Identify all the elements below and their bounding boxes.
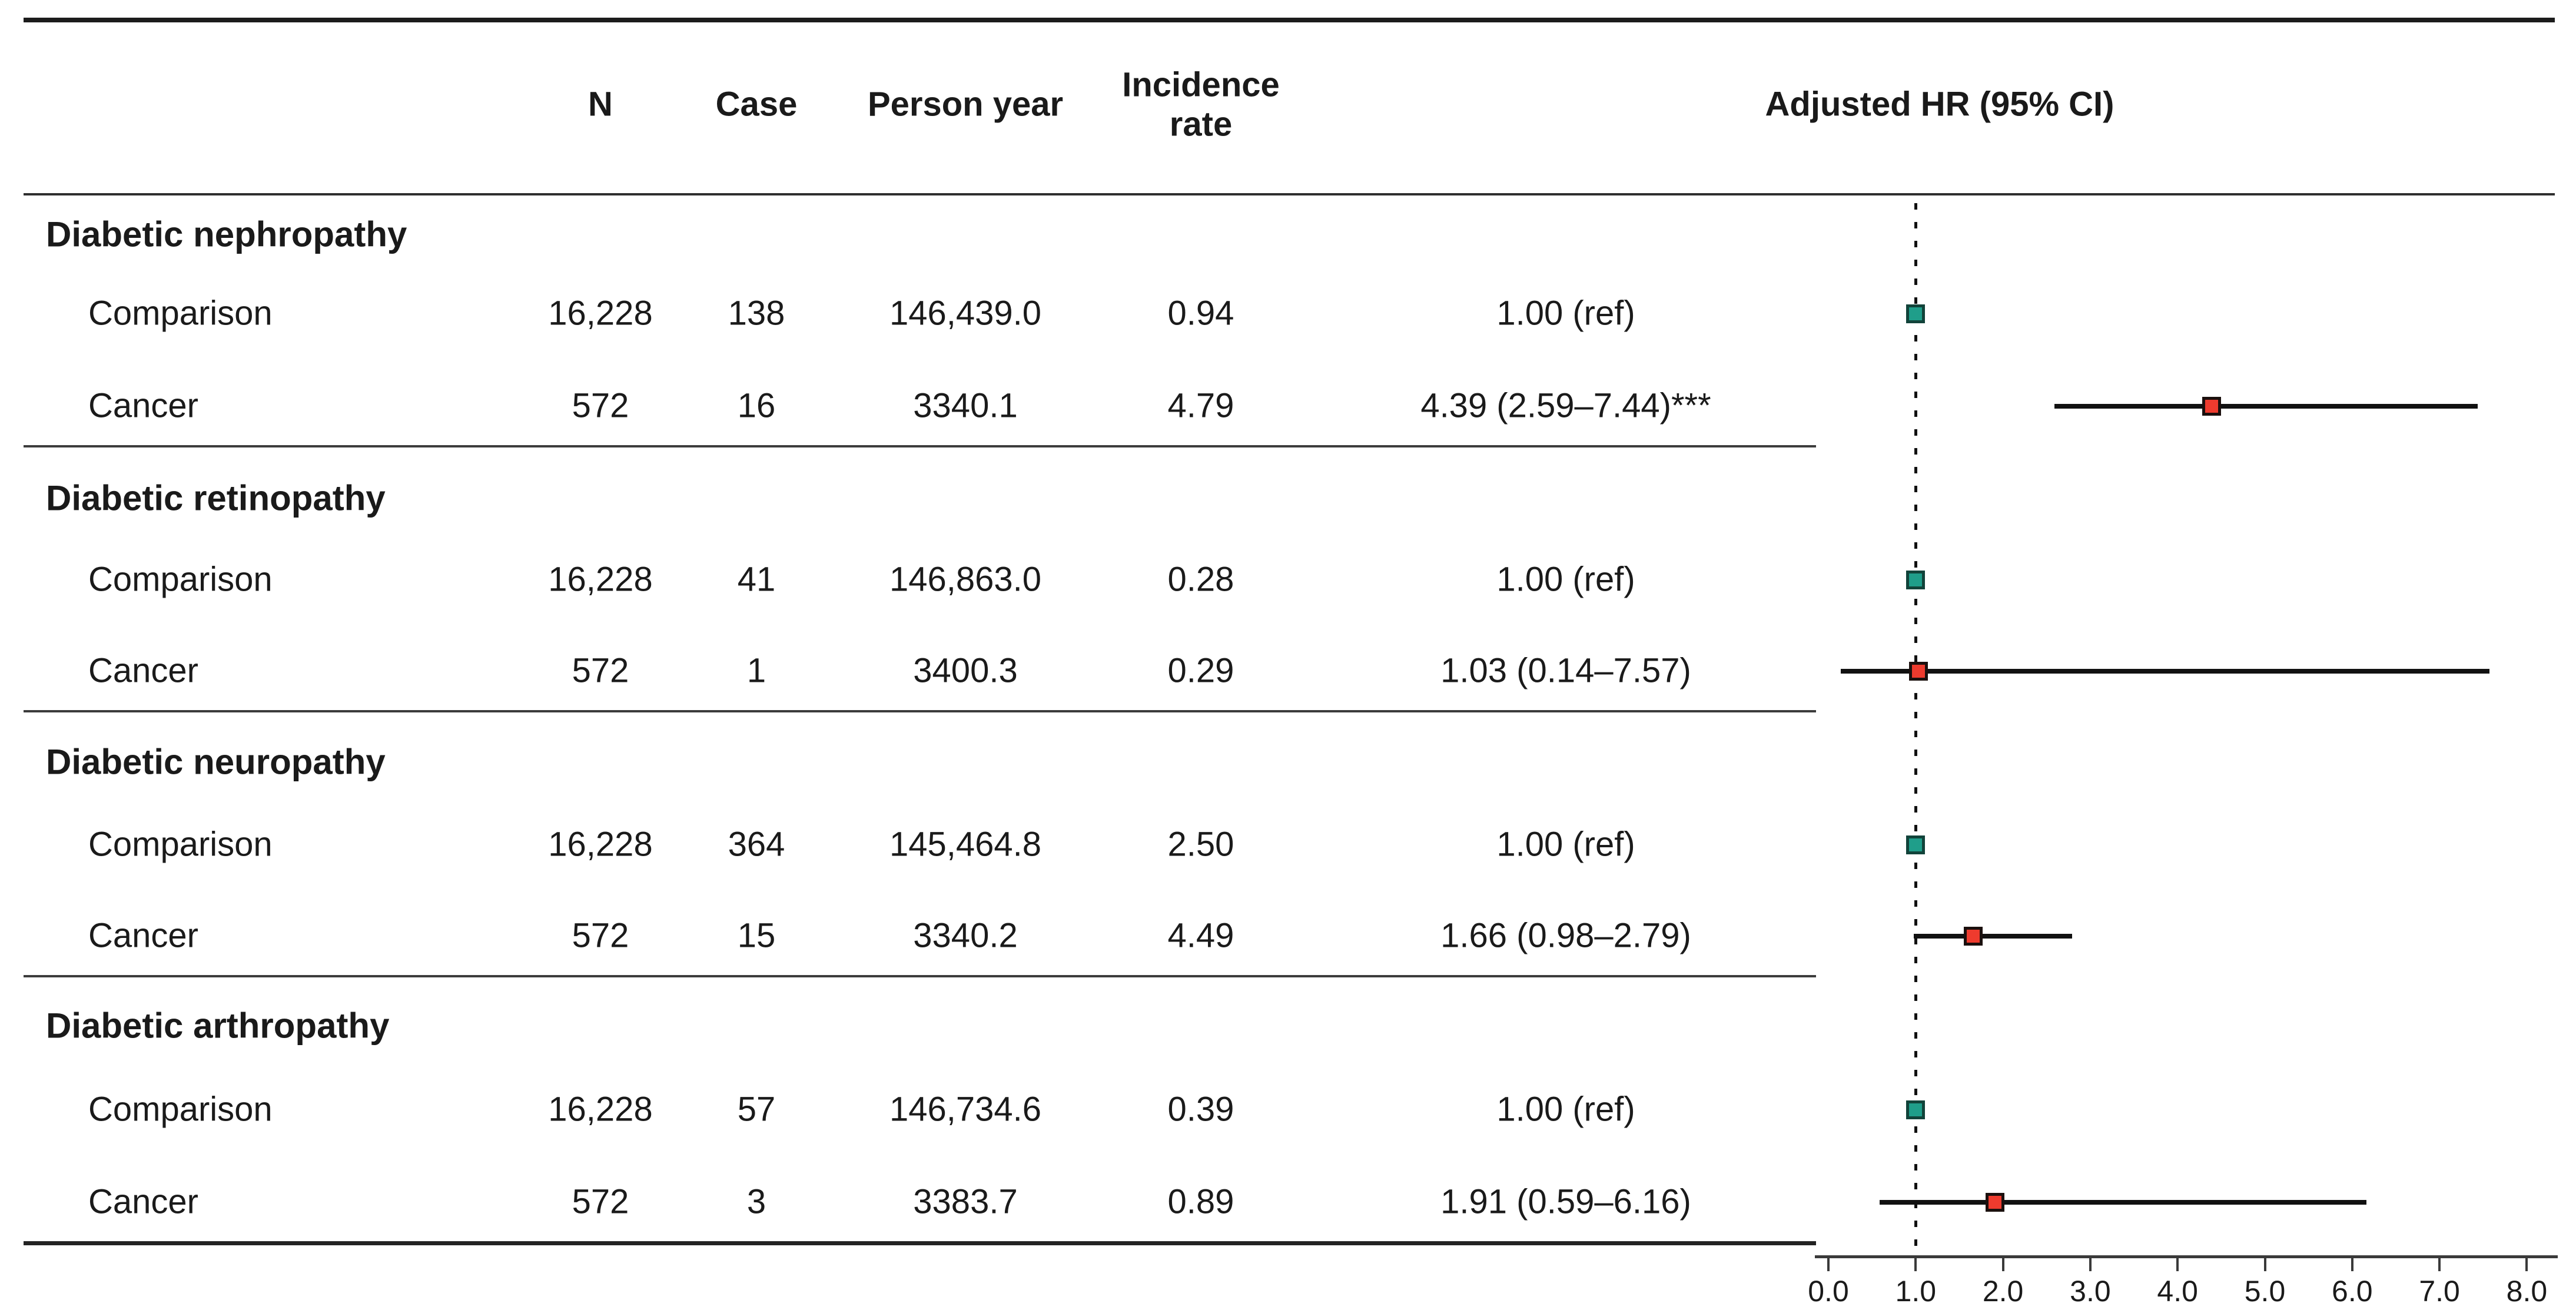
reference-line [1914, 203, 1917, 1255]
section-label: Diabetic nephropathy [46, 214, 407, 254]
cell-n: 16,228 [548, 560, 653, 599]
cell-case: 1 [746, 651, 766, 690]
cell-person-year: 3340.2 [913, 916, 1018, 955]
x-axis-tick [2351, 1258, 2353, 1271]
section-divider [24, 975, 1816, 977]
cell-case: 41 [737, 560, 776, 599]
bottom-rule [24, 1241, 1816, 1245]
section-label: Diabetic arthropathy [46, 1006, 390, 1046]
cell-hr-text: 1.00 (ref) [1496, 294, 1635, 333]
cell-case: 16 [737, 386, 776, 425]
x-axis-tick-label: 8.0 [2506, 1275, 2548, 1308]
x-axis-tick-label: 2.0 [1982, 1275, 2024, 1308]
x-axis-tick [1827, 1258, 1830, 1271]
cell-hr-text: 1.00 (ref) [1496, 560, 1635, 599]
cell-person-year: 146,439.0 [889, 294, 1042, 333]
column-header-person-year: Person year [867, 85, 1064, 124]
cell-case: 57 [737, 1090, 776, 1129]
cell-incidence-rate: 0.89 [1167, 1182, 1234, 1221]
row-group-label: Comparison [88, 825, 273, 864]
row-group-label: Cancer [88, 916, 198, 955]
ci-line [1840, 669, 2489, 674]
row-group-label: Cancer [88, 1182, 198, 1221]
cell-person-year: 145,464.8 [889, 825, 1042, 864]
ci-line [1880, 1200, 2366, 1205]
cell-incidence-rate: 2.50 [1167, 825, 1234, 864]
cancer-marker [1908, 662, 1928, 681]
row-group-label: Cancer [88, 651, 198, 690]
cell-case: 15 [737, 916, 776, 955]
cell-case: 3 [746, 1182, 766, 1221]
cell-person-year: 3383.7 [913, 1182, 1018, 1221]
comparison-marker [1906, 304, 1926, 323]
row-group-label: Comparison [88, 1090, 273, 1129]
cell-hr-text: 1.91 (0.59–6.16) [1440, 1182, 1691, 1221]
row-group-label: Comparison [88, 294, 273, 333]
cell-person-year: 146,863.0 [889, 560, 1042, 599]
cancer-marker [1964, 927, 1983, 946]
row-group-label: Comparison [88, 560, 273, 599]
x-axis-tick-label: 0.0 [1808, 1275, 1849, 1308]
cell-hr-text: 1.03 (0.14–7.57) [1440, 651, 1691, 690]
x-axis-tick [2176, 1258, 2179, 1271]
ci-line [2054, 404, 2478, 409]
cell-n: 16,228 [548, 1090, 653, 1129]
x-axis-tick-label: 4.0 [2157, 1275, 2198, 1308]
x-axis-tick [2089, 1258, 2092, 1271]
cell-person-year: 3340.1 [913, 386, 1018, 425]
x-axis-tick-label: 3.0 [2070, 1275, 2111, 1308]
cell-hr-text: 1.00 (ref) [1496, 825, 1635, 864]
x-axis-tick [2438, 1258, 2441, 1271]
x-axis-tick [2525, 1258, 2528, 1271]
cell-case: 138 [728, 294, 785, 333]
x-axis-tick [1914, 1258, 1917, 1271]
cell-incidence-rate: 4.79 [1167, 386, 1234, 425]
ci-line [1914, 934, 2072, 939]
x-axis-tick-label: 7.0 [2419, 1275, 2460, 1308]
cell-hr-text: 1.66 (0.98–2.79) [1440, 916, 1691, 955]
cell-person-year: 146,734.6 [889, 1090, 1042, 1129]
column-header-n: N [588, 85, 613, 124]
cell-incidence-rate: 0.28 [1167, 560, 1234, 599]
x-axis-tick-label: 5.0 [2244, 1275, 2286, 1308]
section-label: Diabetic neuropathy [46, 742, 386, 782]
section-divider [24, 445, 1816, 447]
cell-incidence-rate: 0.94 [1167, 294, 1234, 333]
section-divider [24, 710, 1816, 712]
x-axis-tick-label: 1.0 [1895, 1275, 1937, 1308]
comparison-marker [1906, 1100, 1926, 1119]
cell-n: 572 [572, 1182, 629, 1221]
column-header-case: Case [715, 85, 798, 124]
column-header-adjusted-hr: Adjusted HR (95% CI) [1765, 85, 2114, 124]
x-axis-tick-label: 6.0 [2332, 1275, 2373, 1308]
x-axis-tick [2263, 1258, 2266, 1271]
column-header-incidence-rate: Incidence rate [1122, 65, 1280, 143]
cancer-marker [1986, 1193, 2005, 1212]
cell-n: 572 [572, 651, 629, 690]
row-group-label: Cancer [88, 386, 198, 425]
cell-hr-text: 4.39 (2.59–7.44)*** [1420, 386, 1711, 425]
header-rule [24, 193, 2555, 195]
cell-hr-text: 1.00 (ref) [1496, 1090, 1635, 1129]
cell-n: 572 [572, 386, 629, 425]
cell-person-year: 3400.3 [913, 651, 1018, 690]
comparison-marker [1906, 835, 1926, 854]
cell-case: 364 [728, 825, 785, 864]
comparison-marker [1906, 571, 1926, 589]
cell-incidence-rate: 0.39 [1167, 1090, 1234, 1129]
cell-incidence-rate: 0.29 [1167, 651, 1234, 690]
section-label: Diabetic retinopathy [46, 478, 386, 518]
cancer-marker [2202, 397, 2222, 416]
x-axis-tick [2001, 1258, 2004, 1271]
cell-n: 572 [572, 916, 629, 955]
cell-n: 16,228 [548, 294, 653, 333]
cell-n: 16,228 [548, 825, 653, 864]
top-rule [24, 18, 2555, 22]
cell-incidence-rate: 4.49 [1167, 916, 1234, 955]
x-axis-line [1815, 1255, 2558, 1258]
